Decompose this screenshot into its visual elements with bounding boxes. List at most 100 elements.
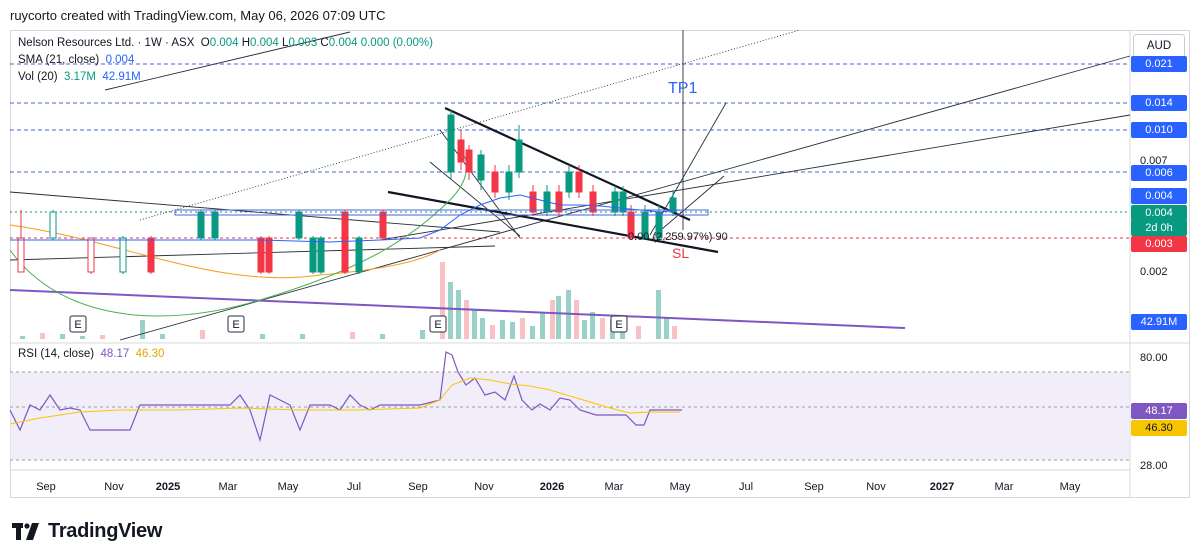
volume-ma-tag: 42.91M bbox=[1131, 314, 1187, 330]
time-axis-label: Nov bbox=[866, 481, 886, 493]
volume-bar bbox=[510, 322, 515, 339]
volume-bar bbox=[200, 330, 205, 339]
price-tag: 0.006 bbox=[1131, 165, 1187, 181]
volume-bar bbox=[160, 334, 165, 339]
candle bbox=[257, 236, 265, 274]
candle bbox=[565, 165, 573, 198]
earnings-markers: E E E E bbox=[69, 315, 628, 333]
last-price-tag: 0.004 bbox=[1131, 205, 1187, 221]
rsi-band bbox=[10, 372, 1130, 460]
svg-text:E: E bbox=[434, 319, 441, 331]
volume-bar bbox=[664, 318, 669, 339]
volume-bar bbox=[350, 332, 355, 339]
volume-bar bbox=[556, 296, 561, 339]
symbol-legend[interactable]: Nelson Resources Ltd. · 1W · ASX O0.004 … bbox=[18, 37, 433, 49]
tradingview-logo[interactable]: TradingView bbox=[12, 520, 162, 543]
rsi-scale-label: 80.00 bbox=[1140, 352, 1168, 364]
candle bbox=[619, 186, 627, 216]
volume-bar bbox=[60, 334, 65, 339]
tp1-label: TP1 bbox=[668, 80, 697, 97]
earnings-marker[interactable]: E bbox=[610, 315, 628, 333]
time-axis-label: Nov bbox=[474, 481, 494, 493]
sl-price-tag: 0.003 bbox=[1131, 236, 1187, 252]
price-tag: 0.004 bbox=[1131, 188, 1187, 204]
time-axis-label: 2027 bbox=[930, 481, 954, 493]
volume-bar bbox=[480, 318, 485, 339]
candle bbox=[627, 205, 635, 240]
volume-bar bbox=[590, 312, 595, 339]
volume-bar bbox=[550, 300, 555, 339]
sma-legend[interactable]: SMA (21, close) 0.004 bbox=[18, 54, 135, 66]
chart-frame bbox=[10, 30, 1190, 498]
svg-text:E: E bbox=[232, 319, 239, 331]
price-label: 0.007 bbox=[1140, 155, 1168, 167]
candle bbox=[589, 185, 597, 216]
rsi-ma-line bbox=[9, 377, 680, 425]
chart-credit: ruycorto created with TradingView.com, M… bbox=[10, 8, 386, 23]
candle bbox=[529, 185, 537, 216]
volume-bar bbox=[260, 334, 265, 339]
svg-text:E: E bbox=[74, 319, 81, 331]
range-box bbox=[174, 209, 709, 216]
candle bbox=[491, 165, 499, 198]
volume-bar bbox=[600, 318, 605, 339]
volume-bar bbox=[656, 290, 661, 339]
candle bbox=[265, 236, 273, 274]
volume-bar bbox=[380, 334, 385, 339]
currency-selector[interactable]: AUD bbox=[1133, 34, 1185, 58]
time-axis-label: Mar bbox=[995, 481, 1014, 493]
volume-bar bbox=[582, 320, 587, 339]
volume-bar bbox=[574, 300, 579, 339]
volume-bar bbox=[456, 290, 461, 339]
candle bbox=[543, 185, 551, 216]
candle bbox=[309, 236, 317, 274]
volume-bar bbox=[500, 320, 505, 339]
volume-bar bbox=[300, 334, 305, 339]
price-tag: 0.021 bbox=[1131, 56, 1187, 72]
tradingview-wordmark: TradingView bbox=[48, 520, 163, 542]
volume-bar bbox=[464, 300, 469, 339]
volume-bar bbox=[20, 336, 25, 339]
candle bbox=[17, 210, 25, 273]
tradingview-logo-icon bbox=[12, 522, 39, 540]
candle bbox=[669, 190, 677, 216]
candle bbox=[457, 130, 465, 170]
time-axis-label: 2026 bbox=[540, 481, 564, 493]
support-line-purple bbox=[9, 289, 906, 329]
rsi-line bbox=[9, 351, 682, 443]
candle bbox=[477, 150, 485, 190]
rsi-scale-label: 28.00 bbox=[1140, 460, 1168, 472]
sl-label: SL bbox=[672, 245, 689, 261]
volume-bar bbox=[636, 326, 641, 339]
candle bbox=[515, 125, 523, 178]
volume-bar bbox=[448, 282, 453, 339]
time-axis-label: Jul bbox=[739, 481, 753, 493]
bar-countdown-tag: 2d 0h bbox=[1131, 220, 1187, 236]
volume-bar bbox=[440, 262, 445, 339]
volume-bar bbox=[40, 333, 45, 339]
candle bbox=[447, 110, 455, 180]
volume-legend[interactable]: Vol (20) 3.17M 42.91M bbox=[18, 71, 141, 83]
orange-ma-curve bbox=[9, 224, 441, 279]
price-label: 0.002 bbox=[1140, 266, 1168, 278]
time-axis-label: Sep bbox=[36, 481, 56, 493]
candle bbox=[611, 186, 619, 216]
candle bbox=[87, 237, 95, 274]
time-axis-label: May bbox=[670, 481, 691, 493]
time-axis-label: May bbox=[1060, 481, 1081, 493]
green-ma-curve bbox=[9, 149, 468, 317]
wedge-lines bbox=[387, 106, 719, 254]
earnings-marker[interactable]: E bbox=[429, 315, 447, 333]
measure-label: 0.00 (2,259.97%) 90 bbox=[628, 231, 728, 243]
rsi-legend[interactable]: RSI (14, close) 48.17 46.30 bbox=[18, 348, 165, 360]
time-axis-label: Nov bbox=[104, 481, 124, 493]
candle bbox=[555, 185, 563, 216]
earnings-marker[interactable]: E bbox=[227, 315, 245, 333]
time-axis-label: Sep bbox=[804, 481, 824, 493]
price-tag: 0.014 bbox=[1131, 95, 1187, 111]
time-axis-label: May bbox=[278, 481, 299, 493]
candle bbox=[465, 145, 473, 180]
candle bbox=[119, 236, 127, 274]
earnings-marker[interactable]: E bbox=[69, 315, 87, 333]
